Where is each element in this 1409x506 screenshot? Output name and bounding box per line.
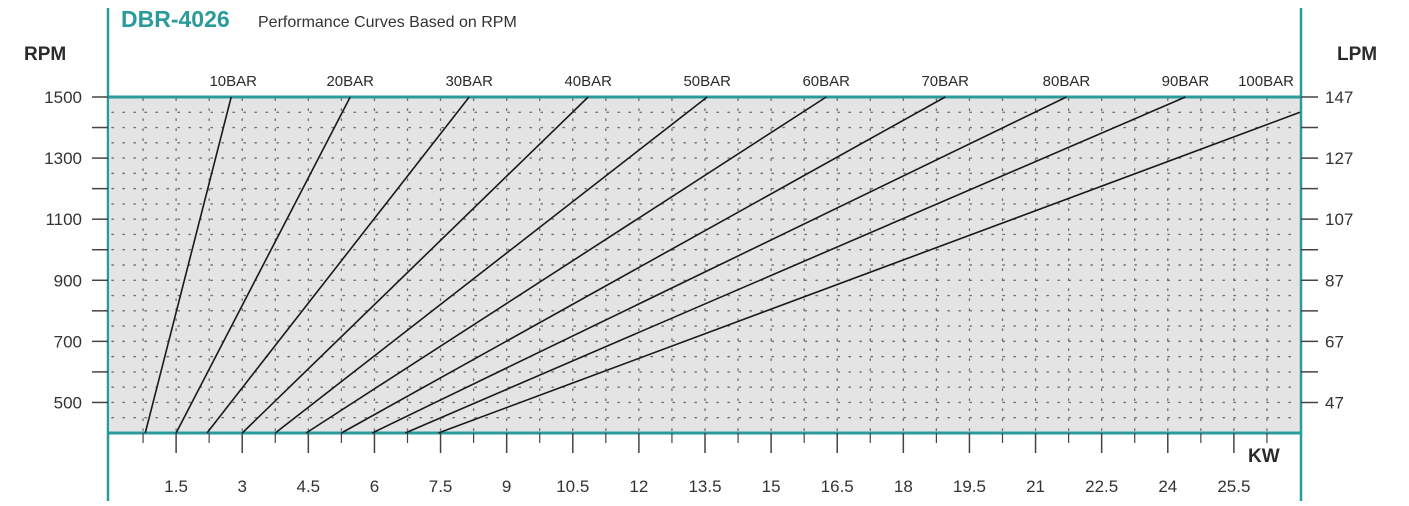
series-line-90bar	[404, 96, 1186, 434]
series-line-50bar	[274, 96, 708, 434]
x-tick-label: 18	[894, 477, 913, 496]
x-tick-label: 13.5	[688, 477, 721, 496]
x-tick-label: 22.5	[1085, 477, 1118, 496]
x-tick-label: 24	[1158, 477, 1177, 496]
y-left-tick-label: 1300	[44, 149, 82, 168]
y-right-tick-label: 147	[1325, 88, 1353, 107]
x-tick-label: 1.5	[164, 477, 188, 496]
series-line-100bar	[438, 111, 1301, 434]
series-label-80bar: 80BAR	[1043, 73, 1091, 90]
x-tick-label: 4.5	[297, 477, 321, 496]
x-tick-label: 10.5	[556, 477, 589, 496]
series-label-90bar: 90BAR	[1162, 73, 1210, 90]
series-line-30bar	[206, 96, 470, 434]
chart-model-name: DBR-4026	[121, 6, 230, 32]
series-line-20bar	[175, 96, 351, 434]
x-tick-label: 7.5	[429, 477, 453, 496]
series-label-60bar: 60BAR	[802, 73, 850, 90]
y-right-tick-label: 67	[1325, 332, 1344, 351]
x-tick-label: 25.5	[1217, 477, 1250, 496]
x-tick-label: 16.5	[821, 477, 854, 496]
y-left-tick-label: 500	[54, 393, 82, 412]
x-tick-label: 3	[237, 477, 246, 496]
chart-title: Performance Curves Based on RPM	[258, 14, 517, 31]
x-tick-label: 9	[502, 477, 511, 496]
series-line-70bar	[340, 96, 946, 434]
y-right-tick-label: 47	[1325, 393, 1344, 412]
series-line-80bar	[371, 96, 1067, 434]
y-left-tick-label: 1500	[44, 88, 82, 107]
series-label-30bar: 30BAR	[445, 73, 493, 90]
series-label-70bar: 70BAR	[921, 73, 969, 90]
y-left-tick-label: 700	[54, 332, 82, 351]
y-right-tick-label: 87	[1325, 271, 1344, 290]
y-axis-right-title: LPM	[1337, 44, 1377, 65]
series-line-40bar	[241, 96, 589, 434]
series-line-60bar	[305, 96, 827, 434]
series-label-20bar: 20BAR	[326, 73, 374, 90]
y-right-tick-label: 107	[1325, 210, 1353, 229]
y-axis-left-title: RPM	[24, 44, 66, 65]
series-line-10bar	[144, 96, 232, 434]
y-left-tick-label: 1100	[45, 210, 82, 229]
x-axis-title: KW	[1248, 446, 1280, 467]
y-left-tick-label: 900	[54, 271, 82, 290]
x-tick-label: 12	[629, 477, 648, 496]
series-label-50bar: 50BAR	[683, 73, 731, 90]
series-label-10bar: 10BAR	[209, 73, 257, 90]
x-tick-label: 19.5	[953, 477, 986, 496]
y-right-tick-label: 127	[1325, 149, 1353, 168]
x-tick-label: 21	[1026, 477, 1045, 496]
x-tick-label: 15	[762, 477, 781, 496]
series-label-100bar: 100BAR	[1238, 73, 1294, 90]
series-label-40bar: 40BAR	[564, 73, 612, 90]
x-tick-label: 6	[370, 477, 379, 496]
